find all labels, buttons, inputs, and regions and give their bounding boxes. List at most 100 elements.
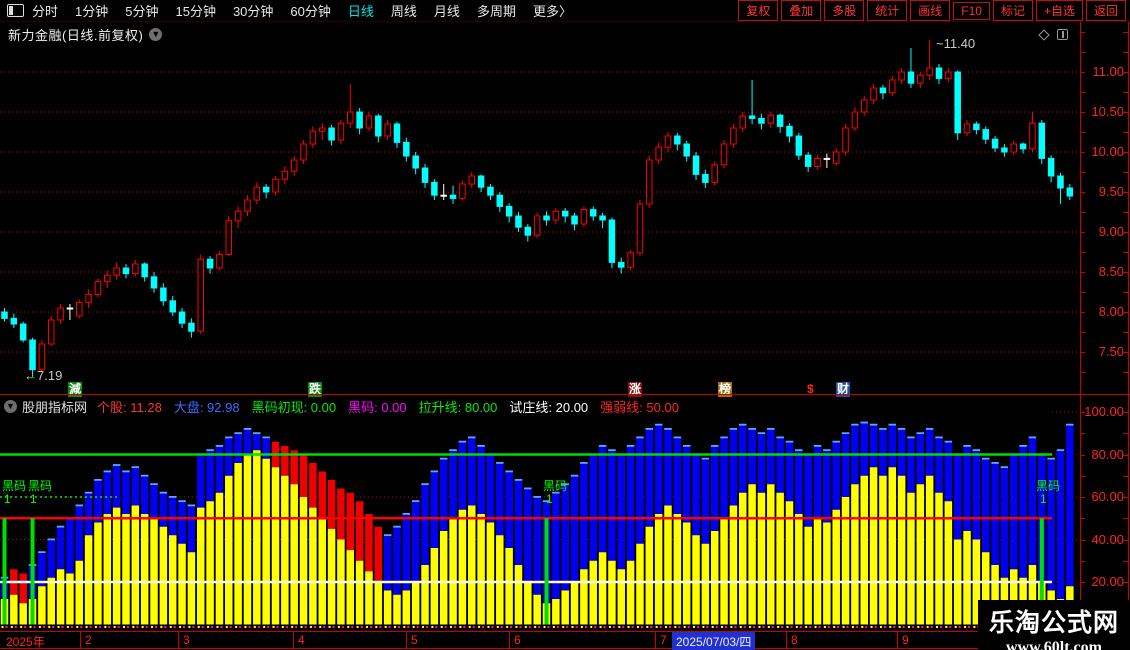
price-axis-label: 9.00 (1098, 224, 1124, 239)
axis-tick (1123, 112, 1128, 113)
month-tick (406, 632, 407, 648)
axis-tick (1123, 454, 1128, 456)
tool-button[interactable]: 多股 (824, 0, 865, 21)
indicator-field: 试庄线: 20.00 (509, 400, 589, 415)
axis-tick (1123, 152, 1128, 153)
axis-tick (1123, 372, 1128, 373)
axis-tick (1080, 292, 1085, 293)
period-tabs: 分时 1分钟 5分钟 15分钟 30分钟 60分钟 日线 周线 月线 多周期 更多〉 (32, 1, 589, 20)
axis-tick (1123, 192, 1128, 193)
axis-tick (1080, 172, 1085, 173)
month-label: 2 (85, 633, 92, 647)
period-tab[interactable]: 周线 (390, 4, 417, 19)
axis-tick (1123, 497, 1128, 498)
split-pane-icon[interactable] (1057, 29, 1068, 40)
period-tab[interactable]: 30分钟 (232, 4, 274, 19)
axis-tick (1080, 560, 1085, 562)
tool-button[interactable]: 复权 (738, 0, 779, 21)
price-axis-label: 8.50 (1098, 264, 1124, 279)
tool-button[interactable]: 叠加 (781, 0, 822, 21)
panel-toggle-icon[interactable] (7, 4, 24, 17)
month-label: 6 (514, 633, 521, 647)
watermark-tag: 榜 (718, 382, 733, 397)
site-watermark-url: www.60lt.com (1006, 639, 1102, 650)
indicator-axis-label: 40.00 (1091, 531, 1124, 547)
month-tick (80, 632, 81, 648)
axis-tick (1123, 292, 1128, 293)
indicator-field: 个股: 11.28 (97, 400, 162, 415)
tool-button[interactable]: 画线 (910, 0, 951, 21)
period-tab[interactable]: 1分钟 (75, 4, 109, 19)
period-tab[interactable]: 月线 (433, 4, 460, 19)
tool-button[interactable]: +自选 (1035, 0, 1083, 21)
axis-tick (1123, 352, 1128, 353)
candlestick-chart[interactable] (0, 22, 1080, 383)
axis-tick (1123, 518, 1128, 520)
price-axis-label: 9.50 (1098, 184, 1124, 199)
heima-signal-label: 黑码 (2, 479, 27, 493)
axis-tick (1080, 92, 1085, 93)
indicator-field: 拉升线: 80.00 (418, 400, 498, 415)
top-toolbar: 分时 1分钟 5分钟 15分钟 30分钟 60分钟 日线 周线 月线 多周期 更多〉 复权 叠加 多股统… (0, 0, 1130, 22)
axis-tick (1080, 132, 1085, 133)
axis-tick (1080, 192, 1085, 193)
period-tab[interactable]: 日线 (347, 4, 374, 19)
axis-tick (1123, 582, 1128, 583)
month-tick (509, 632, 510, 648)
axis-tick (1080, 518, 1085, 520)
month-tick (178, 632, 179, 648)
period-tab[interactable]: 5分钟 (125, 4, 159, 19)
axis-tick (1123, 272, 1128, 273)
period-tab[interactable]: 更多〉 (532, 4, 572, 19)
indicator-axis-label: 20.00 (1091, 574, 1124, 589)
axis-tick (1080, 312, 1085, 313)
axis-tick (1123, 212, 1128, 213)
axis-tick (1080, 332, 1085, 333)
selected-date-box[interactable]: 2025/07/03/四 (672, 632, 756, 650)
axis-tick (1080, 475, 1085, 477)
indicator-field: 大盘: 92.98 (173, 400, 240, 415)
axis-vertical-line (1080, 22, 1081, 648)
period-tab[interactable]: 多周期 (476, 4, 516, 19)
tool-button[interactable]: 统计 (867, 0, 908, 21)
watermark-tag: 涨 (628, 382, 643, 397)
axis-tick (1080, 252, 1085, 253)
month-label: 9 (902, 633, 909, 647)
heima-signal-value: 1 (4, 492, 11, 506)
watermark-tag: 财 (836, 382, 851, 397)
axis-tick (1080, 352, 1085, 353)
window-right-border (1128, 0, 1129, 648)
watermark-tag: $ (807, 382, 814, 396)
time-axis[interactable]: 2025年 2025/07/03/四 2 3 4 5 6 7 8 9 (0, 632, 1130, 650)
chevron-down-icon[interactable]: ▼ (4, 400, 17, 413)
axis-tick (1080, 52, 1085, 53)
indicator-header: ▼ 股朋指标网 个股: 11.28 大盘: 92.98 黑码初现: 0.00 黑码: … (4, 397, 691, 416)
axis-tick (1080, 112, 1085, 113)
indicator-field: 黑码初现: 0.00 (251, 400, 337, 415)
watermark-tag: 跌 (308, 382, 323, 397)
period-tab[interactable]: 60分钟 (290, 4, 331, 19)
chevron-down-icon[interactable]: ▼ (149, 28, 163, 41)
tool-button[interactable]: 返回 (1085, 0, 1126, 21)
month-label: 5 (411, 633, 418, 647)
axis-tick (1123, 412, 1128, 413)
price-axis-label: 8.00 (1098, 304, 1124, 319)
indicator-fields: 个股: 11.28 大盘: 92.98 黑码初现: 0.00 黑码: 0.00 拉升线:… (97, 397, 691, 416)
period-tab[interactable]: 分时 (32, 4, 59, 19)
indicator-panel-chart[interactable] (0, 396, 1080, 632)
axis-tick (1080, 372, 1085, 373)
site-watermark: 乐淘公式网 www.60lt.com (978, 600, 1130, 650)
stock-title: 新力金融(日线.前复权) (8, 28, 144, 43)
axis-tick (1123, 433, 1128, 435)
high-price-annotation: ~11.40 (936, 36, 976, 51)
tool-button[interactable]: F10 (953, 1, 990, 20)
site-watermark-name: 乐淘公式网 (988, 609, 1119, 637)
axis-tick (1123, 92, 1128, 93)
axis-tick (1123, 132, 1128, 133)
period-tab[interactable]: 15分钟 (175, 4, 216, 19)
axis-tick (1080, 497, 1085, 498)
tool-button[interactable]: 标记 (992, 0, 1033, 21)
month-label: 3 (183, 633, 190, 647)
price-axis-label: 10.50 (1091, 104, 1124, 119)
heima-signal-label: 黑码 (1036, 479, 1061, 493)
